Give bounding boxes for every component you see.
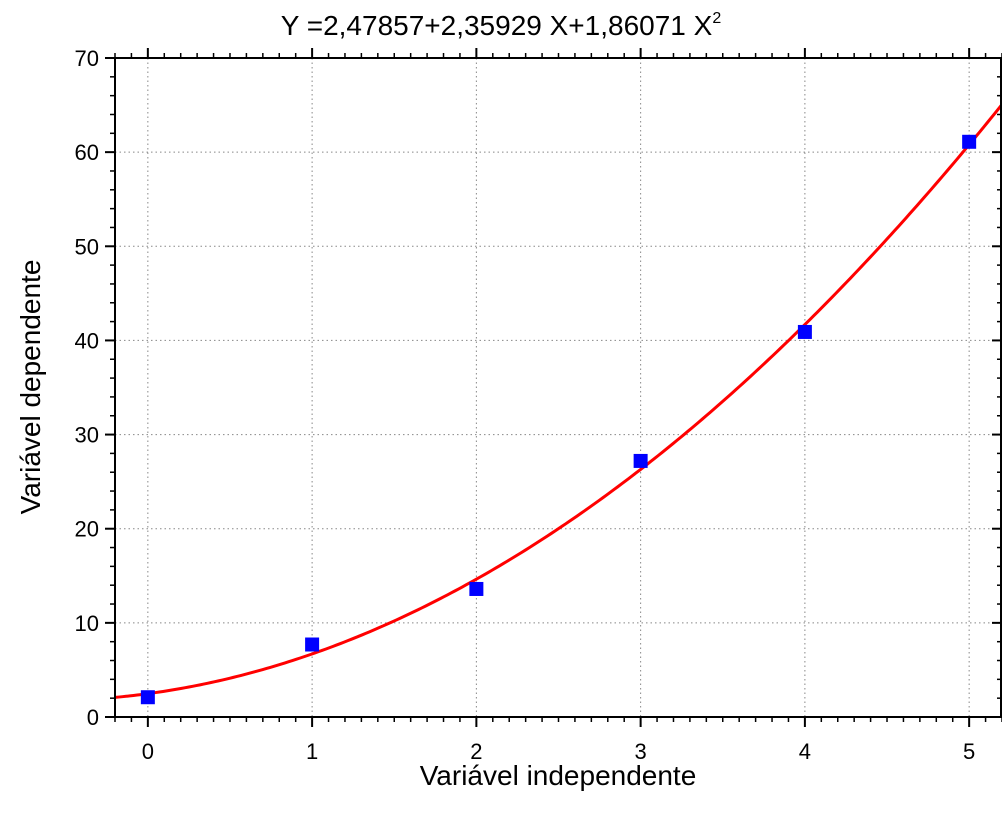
plot-border bbox=[115, 58, 1001, 717]
grid-lines bbox=[115, 58, 1002, 717]
x-tick-label: 1 bbox=[306, 739, 318, 764]
plot-frame bbox=[115, 58, 1001, 717]
data-point bbox=[305, 638, 319, 652]
y-axis: 0 10 20 30 40 50 60 70 bbox=[75, 46, 1002, 730]
y-tick-label: 0 bbox=[87, 705, 99, 730]
y-tick-label: 20 bbox=[75, 517, 99, 542]
data-point bbox=[141, 690, 155, 704]
fit-curve-group bbox=[115, 105, 1002, 698]
y-tick-label: 10 bbox=[75, 611, 99, 636]
data-point bbox=[798, 325, 812, 339]
y-tick-label: 30 bbox=[75, 423, 99, 448]
y-tick-label: 60 bbox=[75, 140, 99, 165]
x-tick-label: 4 bbox=[799, 739, 811, 764]
y-tick-label: 50 bbox=[75, 234, 99, 259]
data-point bbox=[634, 454, 648, 468]
y-tick-label: 70 bbox=[75, 46, 99, 71]
x-tick-label: 5 bbox=[963, 739, 975, 764]
y-axis-label: Variável dependente bbox=[15, 260, 46, 515]
y-tick-label: 40 bbox=[75, 328, 99, 353]
data-point bbox=[962, 135, 976, 149]
fit-curve bbox=[115, 105, 1002, 698]
x-tick-label: 0 bbox=[142, 739, 154, 764]
data-point bbox=[469, 582, 483, 596]
data-points-group bbox=[141, 135, 976, 704]
x-axis-label: Variável independente bbox=[420, 760, 697, 791]
